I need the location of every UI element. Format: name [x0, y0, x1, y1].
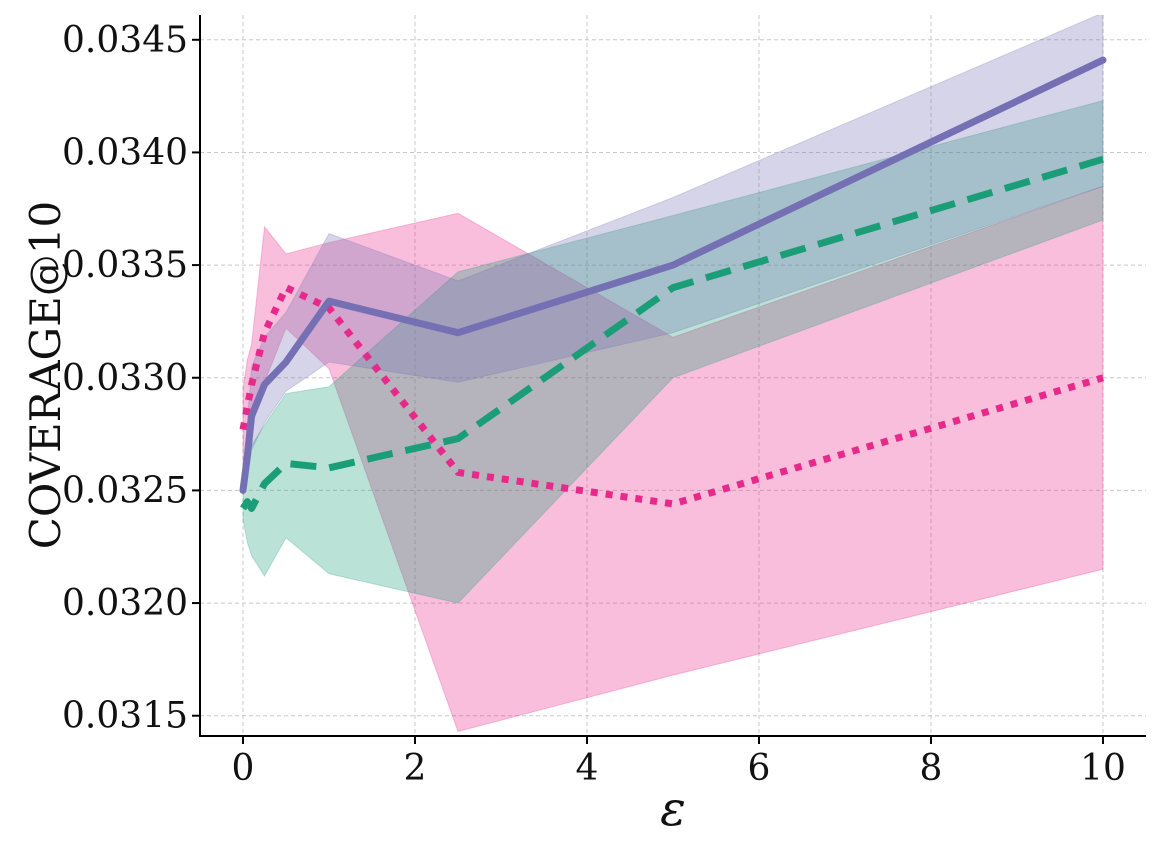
y-tick-label: 0.0320 [62, 583, 188, 624]
series-green-dashed-line [240, 155, 1105, 512]
series-green-dashed-band [242, 99, 1104, 604]
y-tick-label: 0.0340 [62, 132, 188, 173]
series-purple-solid-line [239, 56, 1107, 494]
confidence-bands [242, 15, 1104, 733]
y-axis-label: COVERAGE@10 [21, 201, 70, 549]
x-tick-label: 10 [1080, 748, 1126, 789]
x-tick-label: 4 [576, 748, 599, 789]
series-pink-dotted-line [239, 284, 1104, 508]
y-tick-label: 0.0345 [62, 20, 188, 61]
x-tick-label: 2 [404, 748, 427, 789]
grid-lines [200, 15, 1146, 736]
axes [199, 15, 1146, 737]
x-ticks: 0 2 4 6 8 10 [232, 736, 1126, 789]
y-tick-label: 0.0315 [62, 696, 188, 737]
y-ticks: 0.0315 0.0320 0.0325 0.0330 0.0335 0.0340 0.03… [62, 20, 200, 737]
x-tick-label: 0 [232, 748, 255, 789]
x-axis-label: ε [660, 781, 686, 837]
x-tick-label: 6 [748, 748, 771, 789]
y-tick-label: 0.0330 [62, 358, 188, 399]
y-tick-label: 0.0325 [62, 470, 188, 511]
series-lines [239, 56, 1107, 512]
x-tick-label: 8 [920, 748, 943, 789]
y-tick-label: 0.0335 [62, 245, 188, 286]
